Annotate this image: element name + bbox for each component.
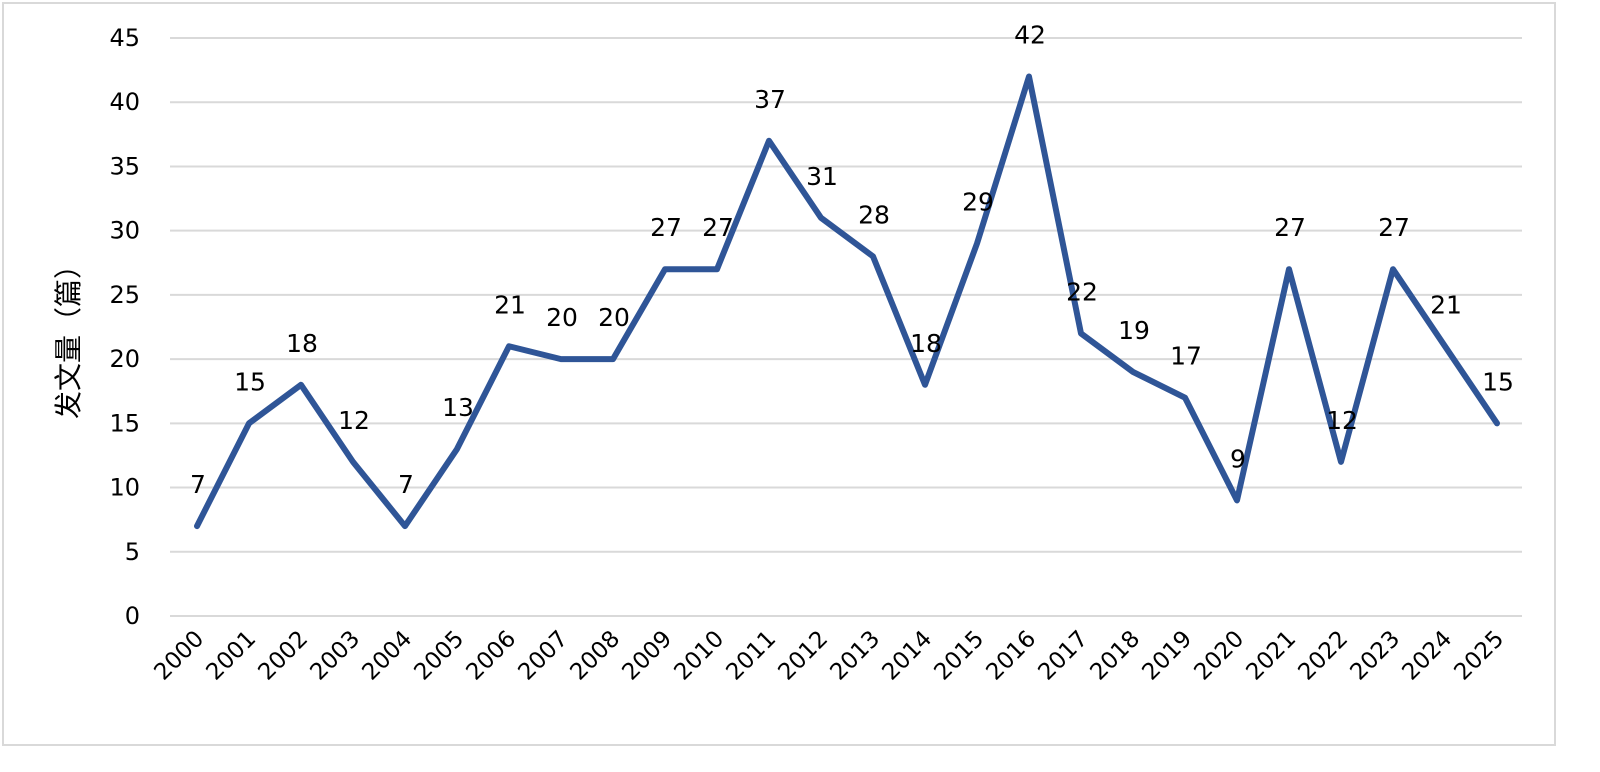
x-tick-label: 2024 (1397, 626, 1457, 686)
data-label: 13 (442, 393, 474, 422)
x-axis-ticks: 2000200120022003200420052006200720082009… (149, 626, 1509, 686)
data-label: 37 (754, 85, 786, 114)
data-label: 9 (1230, 444, 1246, 473)
data-label: 15 (1482, 367, 1514, 396)
y-tick-label: 10 (109, 474, 140, 502)
y-tick-label: 20 (109, 345, 140, 373)
x-tick-label: 2013 (825, 626, 885, 686)
data-label: 20 (546, 303, 578, 332)
data-label: 18 (910, 329, 942, 358)
data-labels: 7 15 18 12 7 13 21 20 20 27 27 37 31 28 18 29 42 22 19 17 9 2… (190, 21, 1514, 500)
data-label: 31 (806, 162, 838, 191)
y-tick-label: 40 (109, 88, 140, 116)
data-label: 12 (1326, 406, 1358, 435)
data-label: 22 (1066, 277, 1098, 306)
x-tick-label: 2017 (1033, 626, 1093, 686)
data-label: 21 (494, 290, 526, 319)
data-label: 21 (1430, 290, 1462, 319)
y-tick-label: 35 (109, 152, 140, 180)
x-tick-label: 2002 (253, 626, 313, 686)
chart-frame (2, 2, 1556, 746)
data-label: 27 (702, 213, 734, 242)
x-tick-label: 2018 (1085, 626, 1145, 686)
data-label: 28 (858, 200, 890, 229)
x-tick-label: 2023 (1345, 626, 1405, 686)
x-tick-label: 2022 (1293, 626, 1353, 686)
y-tick-label: 25 (109, 281, 140, 309)
data-label: 29 (962, 188, 994, 217)
data-label: 27 (1274, 213, 1306, 242)
y-axis-title: 发文量（篇） (52, 251, 85, 419)
x-tick-label: 2004 (357, 626, 417, 686)
x-tick-label: 2016 (981, 626, 1041, 686)
x-tick-label: 2003 (305, 626, 365, 686)
x-tick-label: 2021 (1241, 626, 1301, 686)
x-tick-label: 2019 (1137, 626, 1197, 686)
x-tick-label: 2025 (1449, 626, 1509, 686)
data-label: 19 (1118, 316, 1150, 345)
data-label: 7 (190, 470, 206, 499)
data-label: 27 (1378, 213, 1410, 242)
x-tick-label: 2009 (617, 626, 677, 686)
x-tick-label: 2011 (721, 626, 781, 686)
x-tick-label: 2010 (669, 626, 729, 686)
x-tick-label: 2008 (565, 626, 625, 686)
y-tick-label: 30 (109, 217, 140, 245)
data-label: 42 (1014, 21, 1046, 50)
x-tick-label: 2012 (773, 626, 833, 686)
x-tick-label: 2020 (1189, 626, 1249, 686)
data-label: 12 (338, 406, 370, 435)
y-tick-label: 45 (109, 24, 140, 52)
data-label: 18 (286, 329, 318, 358)
y-tick-label: 5 (125, 538, 140, 566)
x-tick-label: 2007 (513, 626, 573, 686)
y-tick-label: 15 (109, 409, 140, 437)
data-label: 27 (650, 213, 682, 242)
x-tick-label: 2001 (201, 626, 261, 686)
y-tick-label: 0 (125, 602, 140, 630)
gridlines (170, 37, 1522, 617)
series-line-group (194, 73, 1500, 530)
data-label: 20 (598, 303, 630, 332)
data-label: 17 (1170, 342, 1202, 371)
x-tick-label: 2014 (877, 626, 937, 686)
series-line (194, 73, 1500, 530)
x-tick-label: 2005 (409, 626, 469, 686)
x-tick-label: 2015 (929, 626, 989, 686)
y-axis-ticks: 0 5 10 15 20 25 30 35 40 45 (109, 24, 140, 630)
data-label: 7 (398, 470, 414, 499)
x-tick-label: 2000 (149, 626, 209, 686)
x-tick-label: 2006 (461, 626, 521, 686)
data-label: 15 (234, 367, 266, 396)
